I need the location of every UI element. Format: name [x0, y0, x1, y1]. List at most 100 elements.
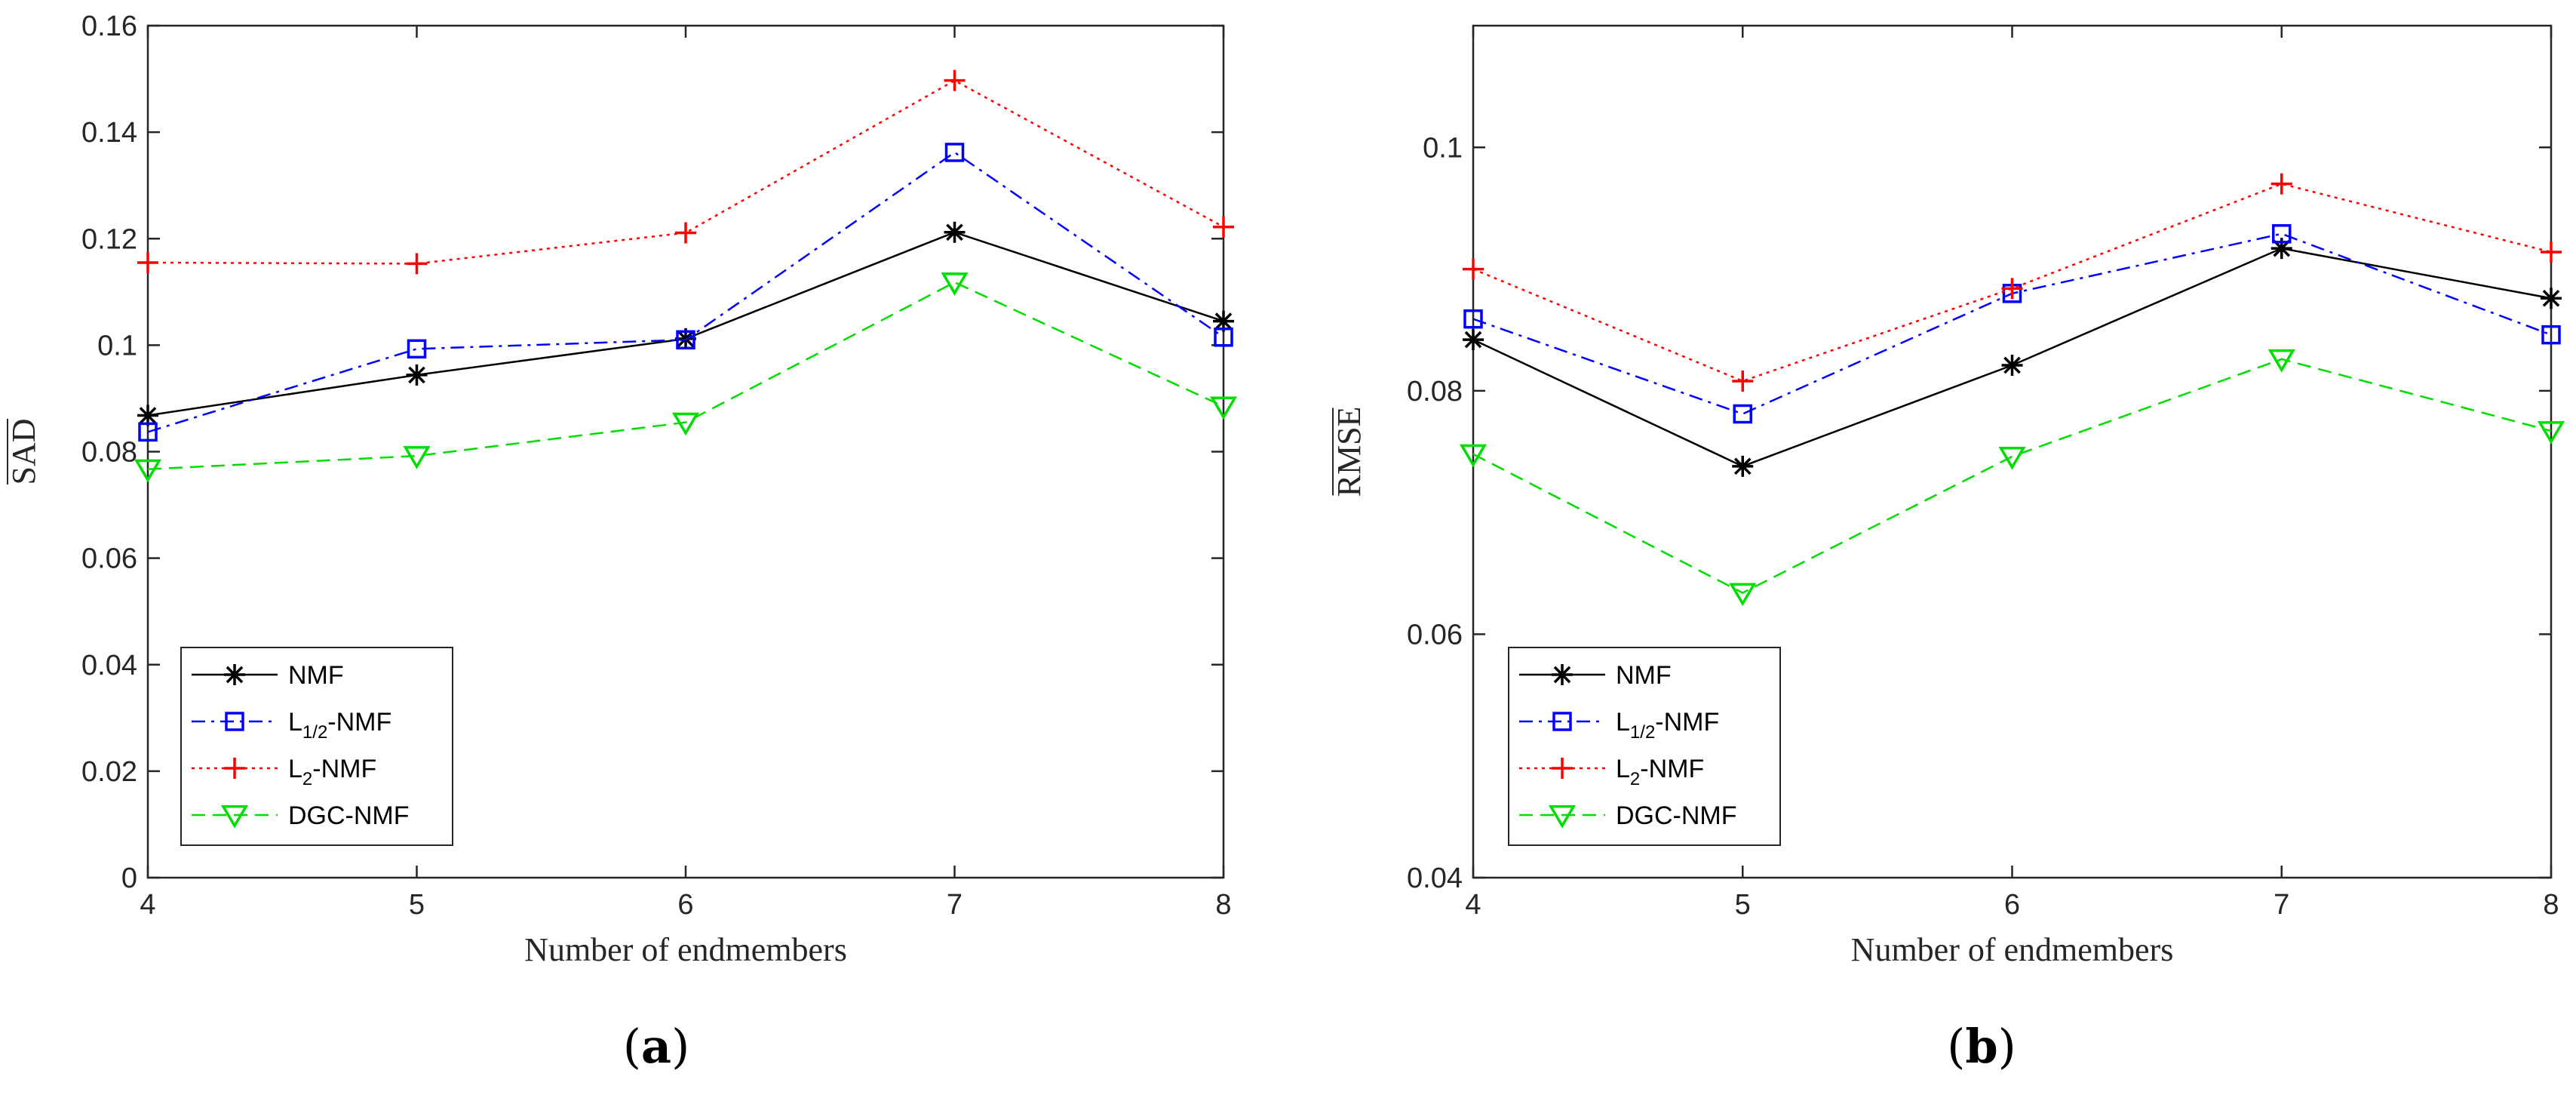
series-l2-nmf: [1463, 173, 2562, 392]
chart-a: 4 5 6 7 8 0 0.02 0.04 0.06 0.08 0.1 0.12 0.14 0.16 Num…: [5, 11, 1238, 1074]
legend-marker: [1552, 758, 1573, 779]
data-point: [138, 422, 158, 442]
y-axis-label-group: RMSE: [1331, 407, 1368, 497]
data-point: [1209, 396, 1238, 420]
y-tick-label: 0.08: [81, 437, 137, 469]
legend-marker: [225, 712, 244, 731]
data-point: [1459, 444, 1488, 468]
x-tick-label: 4: [1465, 889, 1481, 921]
series-dgc-nmf: [1459, 349, 2565, 607]
x-tick-label: 5: [409, 889, 425, 921]
data-point: [2541, 288, 2562, 309]
y-tick-label: 0.1: [97, 330, 137, 361]
x-tick-label: 4: [140, 889, 155, 921]
x-tick-label: 8: [1215, 889, 1231, 921]
legend-marker: [1552, 664, 1573, 685]
x-tick-label: 7: [2274, 889, 2289, 921]
data-point: [1463, 309, 1483, 329]
data-point: [406, 253, 428, 275]
series-l1-2-nmf: [1463, 224, 2561, 424]
legend-label: L1/2-NMF: [288, 708, 391, 743]
data-point: [671, 412, 700, 436]
legend-entry: NMF: [192, 661, 344, 690]
x-axis-label: Number of endmembers: [1851, 931, 2174, 968]
y-tick-label: 0.08: [1407, 376, 1463, 408]
x-tick-label: 8: [2543, 889, 2559, 921]
data-point: [944, 69, 966, 91]
chart-b: 4 5 6 7 8 0.04 0.06 0.08 0.1 Number of endmembers…: [1331, 24, 2565, 1074]
x-tick-label: 6: [2004, 889, 2020, 921]
legend-label: L2-NMF: [288, 755, 376, 789]
data-point: [1214, 328, 1233, 347]
data-point: [1729, 583, 1757, 607]
legend-entry: L1/2-NMF: [192, 708, 391, 743]
data-point: [944, 221, 966, 243]
data-point: [2001, 354, 2023, 376]
series-line: [1472, 183, 2552, 383]
data-point: [2001, 278, 2023, 300]
data-point: [406, 364, 428, 386]
y-tick-label: 0.04: [81, 650, 137, 681]
data-point: [403, 446, 431, 469]
x-tick-label: 5: [1735, 889, 1751, 921]
data-point: [1732, 370, 1754, 392]
legend-marker: [224, 664, 245, 685]
y-tick-label: 0.14: [81, 117, 137, 149]
y-tick-label: 0.16: [81, 11, 137, 42]
data-point: [1998, 446, 2026, 470]
legend-entry: L1/2-NMF: [1519, 708, 1719, 743]
legend-marker: [1552, 712, 1572, 731]
legend-marker: [1548, 805, 1577, 829]
y-tick-label: 0.06: [1407, 619, 1463, 651]
data-point: [676, 330, 695, 350]
data-point: [1733, 404, 1752, 424]
data-point: [407, 339, 427, 359]
y-axis-label: RMSE: [1331, 407, 1368, 497]
legend-entry: L2-NMF: [192, 755, 376, 789]
data-point: [1732, 455, 1754, 477]
legend-label: L2-NMF: [1616, 755, 1704, 789]
data-point: [944, 143, 965, 162]
data-point: [1213, 216, 1234, 238]
y-axis-label: SAD: [5, 418, 42, 484]
data-point: [2272, 224, 2292, 244]
data-point: [2271, 173, 2292, 195]
panel-caption: (a): [623, 1019, 690, 1074]
legend-label: NMF: [1616, 661, 1672, 690]
series-dgc-nmf: [134, 272, 1238, 483]
y-tick-label: 0.04: [1407, 863, 1463, 894]
legend-label: DGC-NMF: [288, 801, 410, 830]
y-tick-label: 0.12: [81, 223, 137, 255]
legend-marker: [220, 805, 249, 829]
legend-marker: [224, 758, 245, 779]
y-tick-label: 0.06: [81, 543, 137, 575]
series-line: [147, 281, 1224, 471]
x-tick-label: 6: [677, 889, 693, 921]
series-nmf: [1463, 238, 2562, 477]
series-l1-2-nmf: [138, 143, 1233, 442]
series-line: [1472, 358, 2552, 594]
legend-entry: DGC-NMF: [192, 801, 410, 830]
legend-label: NMF: [288, 661, 344, 690]
series-line: [147, 151, 1224, 433]
x-tick-label: 7: [947, 889, 963, 921]
panel-caption: (b): [1947, 1019, 2016, 1074]
y-tick-label: 0: [121, 863, 137, 894]
data-point: [675, 222, 696, 244]
y-axis-label-group: SAD: [5, 418, 42, 484]
series-nmf: [137, 221, 1234, 426]
data-point: [1463, 258, 1484, 280]
legend-entry: DGC-NMF: [1519, 801, 1737, 830]
data-point: [2267, 349, 2295, 373]
y-tick-label: 0.02: [81, 756, 137, 788]
legend-entry: NMF: [1519, 661, 1672, 690]
data-point: [137, 252, 158, 274]
data-point: [134, 459, 162, 483]
data-point: [941, 272, 969, 296]
legend-label: L1/2-NMF: [1616, 708, 1719, 743]
x-axis-label: Number of endmembers: [524, 931, 847, 968]
series-line: [147, 79, 1224, 265]
data-point: [1463, 329, 1484, 351]
series-l2-nmf: [137, 69, 1234, 275]
